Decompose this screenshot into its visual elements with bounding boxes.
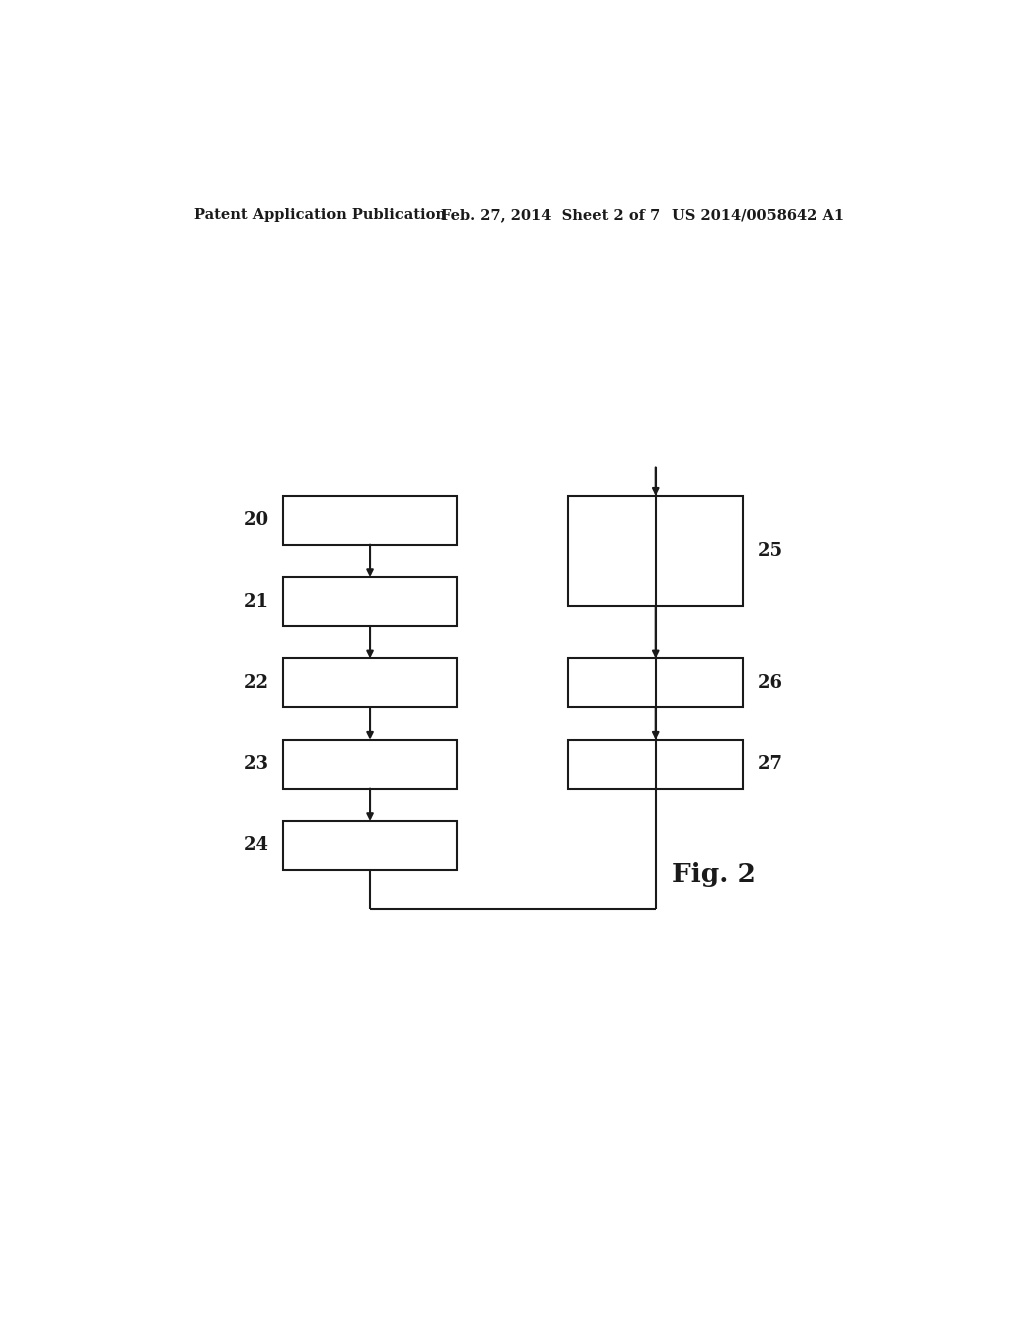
Text: US 2014/0058642 A1: US 2014/0058642 A1 xyxy=(672,209,844,222)
Text: 23: 23 xyxy=(244,755,268,774)
Bar xyxy=(283,821,458,870)
Bar xyxy=(568,496,743,606)
Text: 27: 27 xyxy=(758,755,782,774)
Bar xyxy=(283,739,458,788)
Bar xyxy=(568,739,743,788)
Text: 25: 25 xyxy=(758,541,782,560)
Bar xyxy=(568,659,743,708)
Bar xyxy=(283,496,458,545)
Text: Fig. 2: Fig. 2 xyxy=(672,862,756,887)
Text: 26: 26 xyxy=(758,675,782,692)
Text: 20: 20 xyxy=(244,511,268,529)
Text: 21: 21 xyxy=(244,593,268,611)
Text: 22: 22 xyxy=(244,675,268,692)
Text: Patent Application Publication: Patent Application Publication xyxy=(194,209,445,222)
Bar xyxy=(283,659,458,708)
Bar xyxy=(283,577,458,626)
Text: 24: 24 xyxy=(244,837,268,854)
Text: Feb. 27, 2014  Sheet 2 of 7: Feb. 27, 2014 Sheet 2 of 7 xyxy=(441,209,660,222)
